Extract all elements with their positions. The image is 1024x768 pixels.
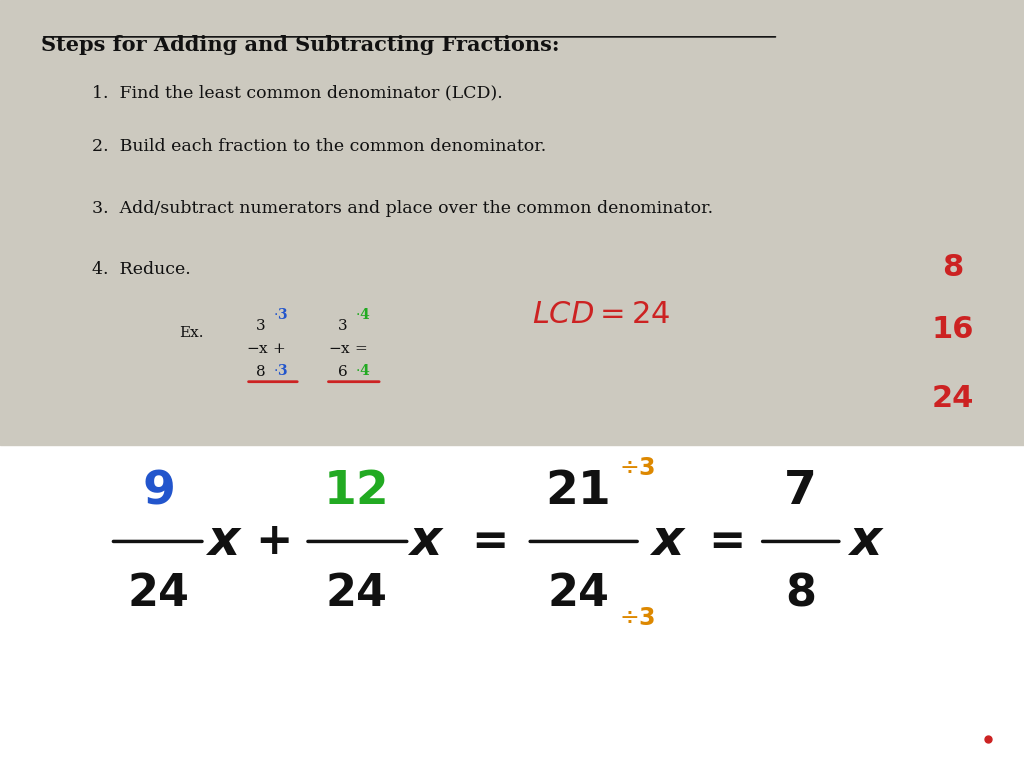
- Text: 24: 24: [326, 572, 387, 615]
- Text: x: x: [207, 518, 240, 565]
- Text: 24: 24: [548, 572, 609, 615]
- Text: 16: 16: [931, 315, 974, 344]
- Text: 6: 6: [338, 365, 348, 379]
- Text: 9: 9: [142, 469, 175, 514]
- Text: =: =: [709, 520, 745, 563]
- Text: $\div$3: $\div$3: [618, 456, 655, 481]
- Text: $LCD = 24$: $LCD = 24$: [532, 300, 671, 329]
- Text: 3.  Add/subtract numerators and place over the common denominator.: 3. Add/subtract numerators and place ove…: [92, 200, 714, 217]
- Text: x: x: [651, 518, 684, 565]
- Text: 3: 3: [256, 319, 265, 333]
- Text: x: x: [849, 518, 882, 565]
- Text: 2.  Build each fraction to the common denominator.: 2. Build each fraction to the common den…: [92, 138, 547, 155]
- Text: $\cdot$3: $\cdot$3: [273, 307, 289, 323]
- Text: $\cdot$4: $\cdot$4: [355, 363, 371, 379]
- Text: 4.  Reduce.: 4. Reduce.: [92, 261, 190, 278]
- Text: +: +: [256, 520, 293, 563]
- Text: 7: 7: [784, 469, 817, 514]
- Text: x: x: [409, 518, 441, 565]
- Text: 24: 24: [931, 384, 974, 413]
- Text: $\cdot$3: $\cdot$3: [273, 363, 289, 379]
- Text: 8: 8: [942, 253, 963, 283]
- Text: 8: 8: [256, 365, 265, 379]
- Text: $-$x =: $-$x =: [328, 342, 367, 356]
- Text: 8: 8: [785, 572, 816, 615]
- Text: $\div$3: $\div$3: [618, 606, 655, 631]
- Text: 1.  Find the least common denominator (LCD).: 1. Find the least common denominator (LC…: [92, 84, 503, 101]
- Text: Steps for Adding and Subtracting Fractions:: Steps for Adding and Subtracting Fractio…: [41, 35, 559, 55]
- Text: =: =: [471, 520, 508, 563]
- Text: $-$x +: $-$x +: [246, 342, 285, 356]
- Text: $\cdot$4: $\cdot$4: [355, 307, 371, 323]
- Text: 24: 24: [128, 572, 189, 615]
- Text: Ex.: Ex.: [179, 326, 204, 340]
- Text: 3: 3: [338, 319, 347, 333]
- Text: 21: 21: [546, 469, 611, 514]
- Text: 12: 12: [324, 469, 389, 514]
